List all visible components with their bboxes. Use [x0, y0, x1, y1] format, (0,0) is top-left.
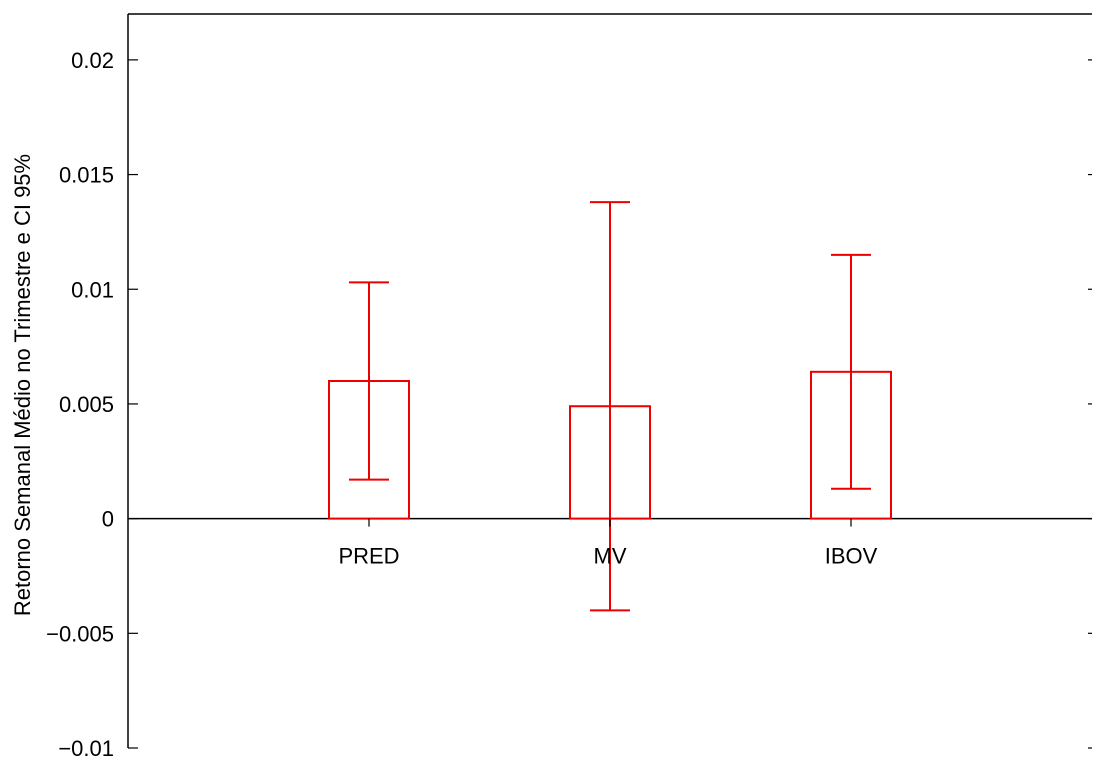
y-tick-label: 0.02 [71, 48, 114, 73]
y-tick-label: 0.015 [59, 163, 114, 188]
error-bars [349, 201, 871, 612]
y-tick-label: 0.005 [59, 392, 114, 417]
x-tick-label-ibov: IBOV [825, 544, 878, 569]
y-tick-label: −0.01 [58, 736, 114, 758]
y-tick-label: 0 [102, 507, 114, 532]
y-axis-label: Retorno Semanal Médio no Trimestre e CI … [10, 154, 35, 616]
x-tick-label-pred: PRED [338, 544, 399, 569]
x-tick-label-mv: MV [594, 544, 627, 569]
y-tick-label: −0.005 [46, 621, 114, 646]
x-tick-labels: PRED MV IBOV [338, 518, 878, 569]
y-axis-ticks: −0.01 −0.005 0 0.005 0.01 0.015 0.02 [46, 48, 1092, 761]
y-tick-label: 0.01 [71, 277, 114, 302]
